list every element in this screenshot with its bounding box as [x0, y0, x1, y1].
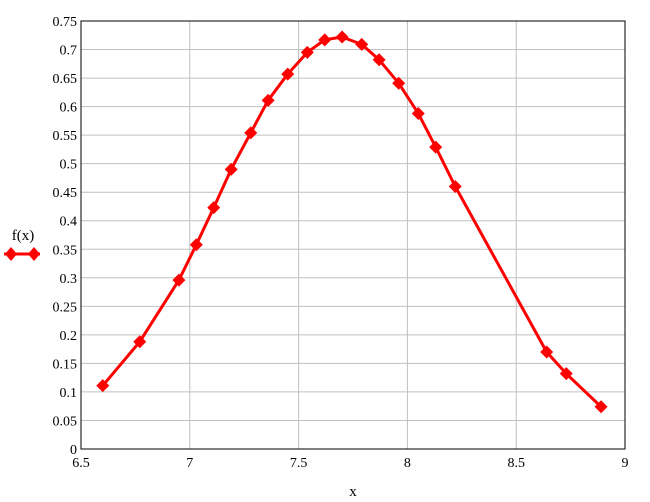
- data-point: [261, 93, 275, 107]
- y-tick-label: 0.65: [53, 72, 78, 87]
- plot-frame: [80, 20, 626, 450]
- data-point: [540, 345, 554, 359]
- legend-marker-left: [5, 247, 17, 261]
- data-point: [411, 106, 425, 120]
- data-point: [224, 162, 238, 176]
- data-point: [429, 140, 443, 154]
- x-tick-labels: 6.5 7 7.5 8 8.5 9: [72, 456, 628, 471]
- x-tick-label: 7.5: [290, 456, 308, 471]
- y-tick-label: 0.1: [60, 386, 78, 401]
- data-point: [559, 367, 573, 381]
- legend-marker-right: [28, 247, 40, 261]
- x-tick-label: 9: [622, 456, 629, 471]
- y-tick-label: 0.45: [53, 186, 78, 201]
- series-layer: [96, 30, 608, 414]
- data-point: [392, 76, 406, 90]
- data-point: [189, 238, 203, 252]
- y-tick-label: 0.35: [53, 243, 78, 258]
- data-point: [96, 379, 110, 393]
- y-tick-label: 0.15: [53, 357, 78, 372]
- y-tick-label: 0.55: [53, 129, 78, 144]
- y-tick-label: 0.25: [53, 300, 78, 315]
- grid-lines: [80, 20, 626, 450]
- data-point: [244, 126, 258, 140]
- data-point: [335, 30, 349, 44]
- legend-label: f(x): [12, 228, 35, 244]
- y-tick-label: 0.6: [60, 101, 78, 116]
- data-point: [448, 179, 462, 193]
- data-point: [172, 273, 186, 287]
- x-tick-label: 8.5: [507, 456, 525, 471]
- data-point: [594, 400, 608, 414]
- y-tick-label: 0.4: [60, 215, 78, 230]
- data-point: [281, 67, 295, 81]
- data-point: [207, 201, 221, 215]
- y-tick-label: 0.3: [60, 272, 78, 287]
- y-tick-label: 0: [70, 443, 77, 458]
- x-axis-label: x: [349, 484, 357, 500]
- y-tick-label: 0.5: [60, 158, 78, 173]
- series-line: [101, 35, 603, 408]
- x-tick-label: 6.5: [72, 456, 90, 471]
- y-tick-label: 0.7: [60, 44, 78, 59]
- data-point: [355, 37, 369, 51]
- y-tick-labels: 0 0.05 0.1 0.15 0.2 0.25 0.3 0.35 0.4 0.45 0.5 0.55…: [53, 15, 78, 458]
- data-point: [318, 33, 332, 47]
- y-tick-label: 0.05: [53, 414, 78, 429]
- data-point: [300, 45, 314, 59]
- data-point: [372, 53, 386, 67]
- x-tick-label: 7: [186, 456, 193, 471]
- y-tick-label: 0.75: [53, 15, 78, 30]
- legend: f(x): [4, 228, 40, 261]
- x-tick-label: 8: [404, 456, 411, 471]
- y-tick-label: 0.2: [60, 329, 78, 344]
- data-point: [133, 335, 147, 349]
